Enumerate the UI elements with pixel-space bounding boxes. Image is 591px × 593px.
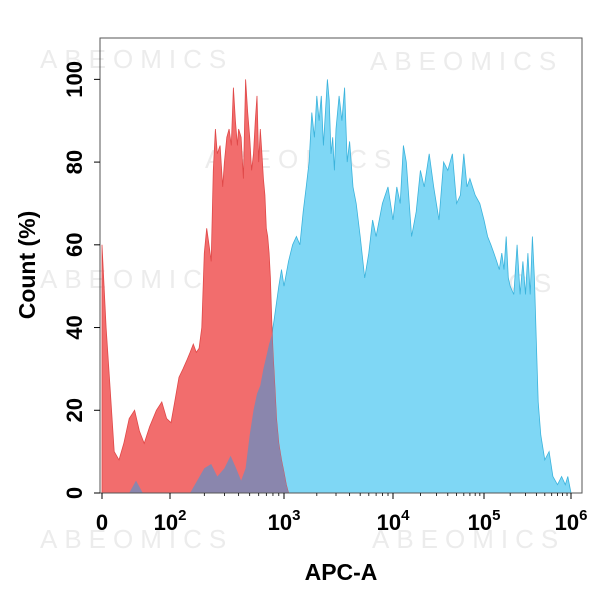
x-tick-label: 103: [268, 507, 301, 535]
x-tick-label: 106: [555, 507, 588, 535]
x-tick-label: 104: [377, 507, 410, 535]
y-tick-label: 60: [62, 233, 87, 257]
x-axis-title: APC-A: [305, 559, 378, 585]
watermark: ABEOMICS: [40, 524, 233, 554]
y-tick-label: 100: [62, 61, 87, 98]
plot-frame: [99, 37, 583, 494]
x-axis: 0 102 103 104 105 106: [96, 493, 588, 535]
y-tick-label: 80: [62, 150, 87, 174]
series-layer: [101, 79, 572, 493]
x-tick-label: 105: [468, 507, 501, 535]
y-axis-title: Count (%): [14, 211, 40, 320]
y-tick-label: 0: [62, 487, 87, 499]
watermark: ABEOMICS: [372, 524, 565, 554]
x-tick-label: 0: [96, 510, 108, 535]
watermark: ABEOMICS: [40, 44, 233, 74]
x-tick-label: 102: [154, 507, 187, 535]
y-tick-label: 40: [62, 315, 87, 339]
watermark: ABEOMICS: [40, 264, 233, 294]
y-axis: 0 20 40 60 80 100: [62, 61, 100, 499]
y-tick-label: 20: [62, 398, 87, 422]
series-area-red: [101, 79, 289, 493]
watermark: ABEOMICS: [370, 46, 563, 76]
